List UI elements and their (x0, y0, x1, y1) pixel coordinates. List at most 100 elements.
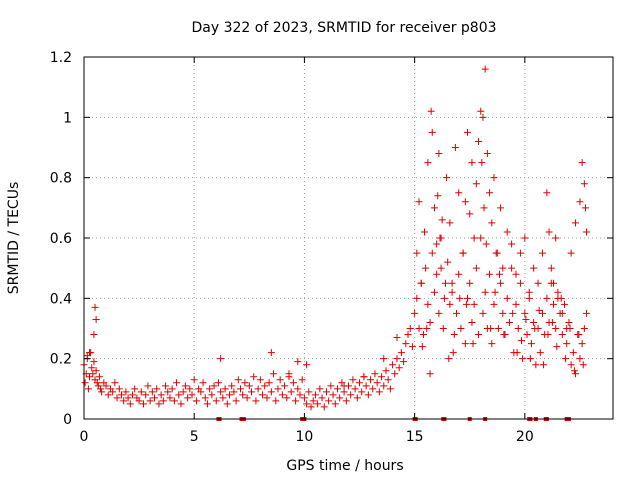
data-point (349, 376, 357, 384)
y-tick-label: 0.2 (50, 352, 72, 368)
data-point (512, 270, 520, 278)
data-point (532, 361, 540, 369)
data-point (278, 391, 286, 399)
data-point (95, 373, 103, 381)
data-point (391, 370, 399, 378)
data-point (219, 394, 227, 402)
data-point (358, 388, 366, 396)
data-point (340, 388, 348, 396)
data-point (92, 315, 100, 323)
y-tick-label: 0.8 (50, 171, 72, 187)
y-tick-label: 0 (63, 412, 72, 428)
data-point (486, 189, 494, 197)
data-point (373, 379, 381, 387)
data-point (479, 113, 487, 121)
data-point (583, 309, 591, 317)
data-point (526, 355, 534, 363)
data-point (508, 264, 516, 272)
y-tick-label: 1 (63, 110, 72, 126)
data-point (325, 397, 333, 405)
data-point (120, 397, 128, 405)
data-point (406, 325, 414, 332)
data-point (378, 373, 386, 381)
data-point (173, 379, 181, 387)
data-point (491, 288, 499, 296)
data-point (464, 294, 472, 302)
data-point (451, 144, 459, 151)
data-point (367, 376, 375, 384)
data-point (197, 388, 205, 396)
data-point (371, 370, 379, 378)
data-point (311, 391, 319, 399)
data-point (137, 388, 145, 396)
data-point (168, 385, 176, 393)
data-point (248, 388, 256, 396)
data-point (521, 234, 529, 242)
data-point (426, 318, 434, 326)
data-point (480, 204, 488, 212)
data-point (157, 391, 165, 399)
data-point (109, 388, 117, 396)
data-point (411, 309, 419, 317)
data-point (415, 325, 423, 332)
data-point (457, 325, 465, 332)
data-point (446, 300, 454, 308)
data-point (300, 394, 308, 402)
data-point (91, 303, 99, 311)
data-point (97, 385, 105, 393)
data-point (428, 249, 436, 257)
y-tick-label: 0.4 (50, 291, 72, 307)
data-point (115, 385, 123, 393)
data-point (397, 349, 405, 357)
data-point (322, 388, 330, 396)
data-point (516, 249, 524, 257)
data-point (102, 382, 110, 390)
data-point (88, 364, 96, 372)
data-point (530, 318, 538, 326)
data-point (140, 400, 148, 408)
data-point (283, 394, 291, 402)
data-point (386, 385, 394, 393)
data-point (329, 391, 337, 399)
data-point (375, 388, 383, 396)
data-point (461, 340, 469, 348)
data-points (80, 65, 591, 421)
data-point (389, 361, 397, 369)
data-point (384, 376, 392, 384)
data-point (578, 159, 586, 167)
data-point (487, 325, 495, 332)
data-point (92, 367, 100, 375)
data-point (214, 379, 222, 387)
data-point (581, 204, 589, 212)
x-tick-label: 20 (516, 429, 534, 445)
chart-title: Day 322 of 2023, SRMTID for receiver p80… (191, 20, 496, 36)
data-point (483, 150, 491, 158)
data-point (413, 294, 421, 302)
data-point (369, 385, 377, 393)
y-tick-label: 0.6 (50, 231, 72, 247)
data-point (170, 397, 178, 405)
x-axis-label: GPS time / hours (286, 458, 403, 474)
data-point (544, 331, 552, 339)
data-point (490, 174, 498, 182)
data-point (455, 189, 463, 197)
data-point (448, 288, 456, 296)
data-point (540, 361, 548, 369)
data-point (545, 228, 553, 236)
data-point (488, 219, 496, 227)
data-point (433, 270, 441, 278)
data-point (241, 379, 249, 387)
data-point (427, 107, 435, 115)
data-point (428, 128, 436, 136)
data-point (443, 174, 451, 182)
data-point (380, 355, 388, 363)
data-point (303, 361, 311, 369)
data-point (486, 270, 494, 278)
data-point (424, 300, 432, 308)
data-point (580, 180, 588, 188)
data-point (450, 331, 458, 339)
data-point (538, 249, 546, 257)
data-point (243, 394, 251, 402)
data-point (217, 355, 225, 363)
data-point (98, 388, 106, 396)
